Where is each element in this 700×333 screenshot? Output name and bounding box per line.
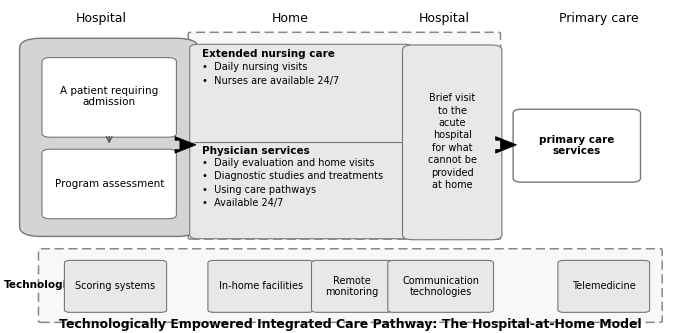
Text: Brief visit
to the
acute
hospital
for what
cannot be
provided
at home: Brief visit to the acute hospital for wh… (428, 93, 477, 190)
FancyBboxPatch shape (42, 58, 176, 137)
Text: Program assessment: Program assessment (55, 179, 164, 189)
FancyBboxPatch shape (312, 260, 393, 312)
Text: Hospital: Hospital (419, 12, 470, 25)
Text: primary care
services: primary care services (539, 135, 615, 156)
Text: •  Diagnostic studies and treatments: • Diagnostic studies and treatments (202, 171, 383, 181)
FancyBboxPatch shape (190, 143, 413, 239)
FancyBboxPatch shape (558, 260, 650, 312)
Polygon shape (496, 137, 517, 153)
Polygon shape (175, 137, 196, 153)
Text: Primary care: Primary care (559, 12, 638, 25)
Text: Home: Home (272, 12, 309, 25)
Text: Communication
technologies: Communication technologies (402, 276, 479, 297)
Text: •  Nurses are available 24/7: • Nurses are available 24/7 (202, 76, 339, 86)
FancyBboxPatch shape (513, 109, 640, 182)
FancyBboxPatch shape (38, 249, 662, 322)
FancyBboxPatch shape (208, 260, 314, 312)
FancyBboxPatch shape (402, 45, 502, 240)
Text: Telemedicine: Telemedicine (572, 281, 636, 291)
Text: •  Available 24/7: • Available 24/7 (202, 198, 283, 208)
Text: In-home facilities: In-home facilities (218, 281, 303, 291)
FancyBboxPatch shape (64, 260, 167, 312)
FancyBboxPatch shape (42, 149, 176, 219)
Text: Hospital: Hospital (76, 12, 127, 25)
Text: Scoring systems: Scoring systems (76, 281, 155, 291)
Text: A patient requiring
admission: A patient requiring admission (60, 86, 158, 107)
Text: Physician services: Physician services (202, 146, 309, 156)
Text: Remote
monitoring: Remote monitoring (326, 276, 379, 297)
FancyBboxPatch shape (20, 38, 198, 236)
Text: •  Using care pathways: • Using care pathways (202, 185, 316, 195)
Text: Extended nursing care: Extended nursing care (202, 49, 335, 59)
FancyBboxPatch shape (188, 32, 500, 239)
Text: •  Daily evaluation and home visits: • Daily evaluation and home visits (202, 158, 374, 168)
Text: •  Daily nursing visits: • Daily nursing visits (202, 62, 307, 72)
FancyBboxPatch shape (190, 44, 413, 146)
Text: Technologically Empowered Integrated Care Pathway: The Hospital-at-Home Model: Technologically Empowered Integrated Car… (59, 318, 641, 331)
FancyBboxPatch shape (388, 260, 493, 312)
Text: Technologies: Technologies (4, 280, 80, 290)
